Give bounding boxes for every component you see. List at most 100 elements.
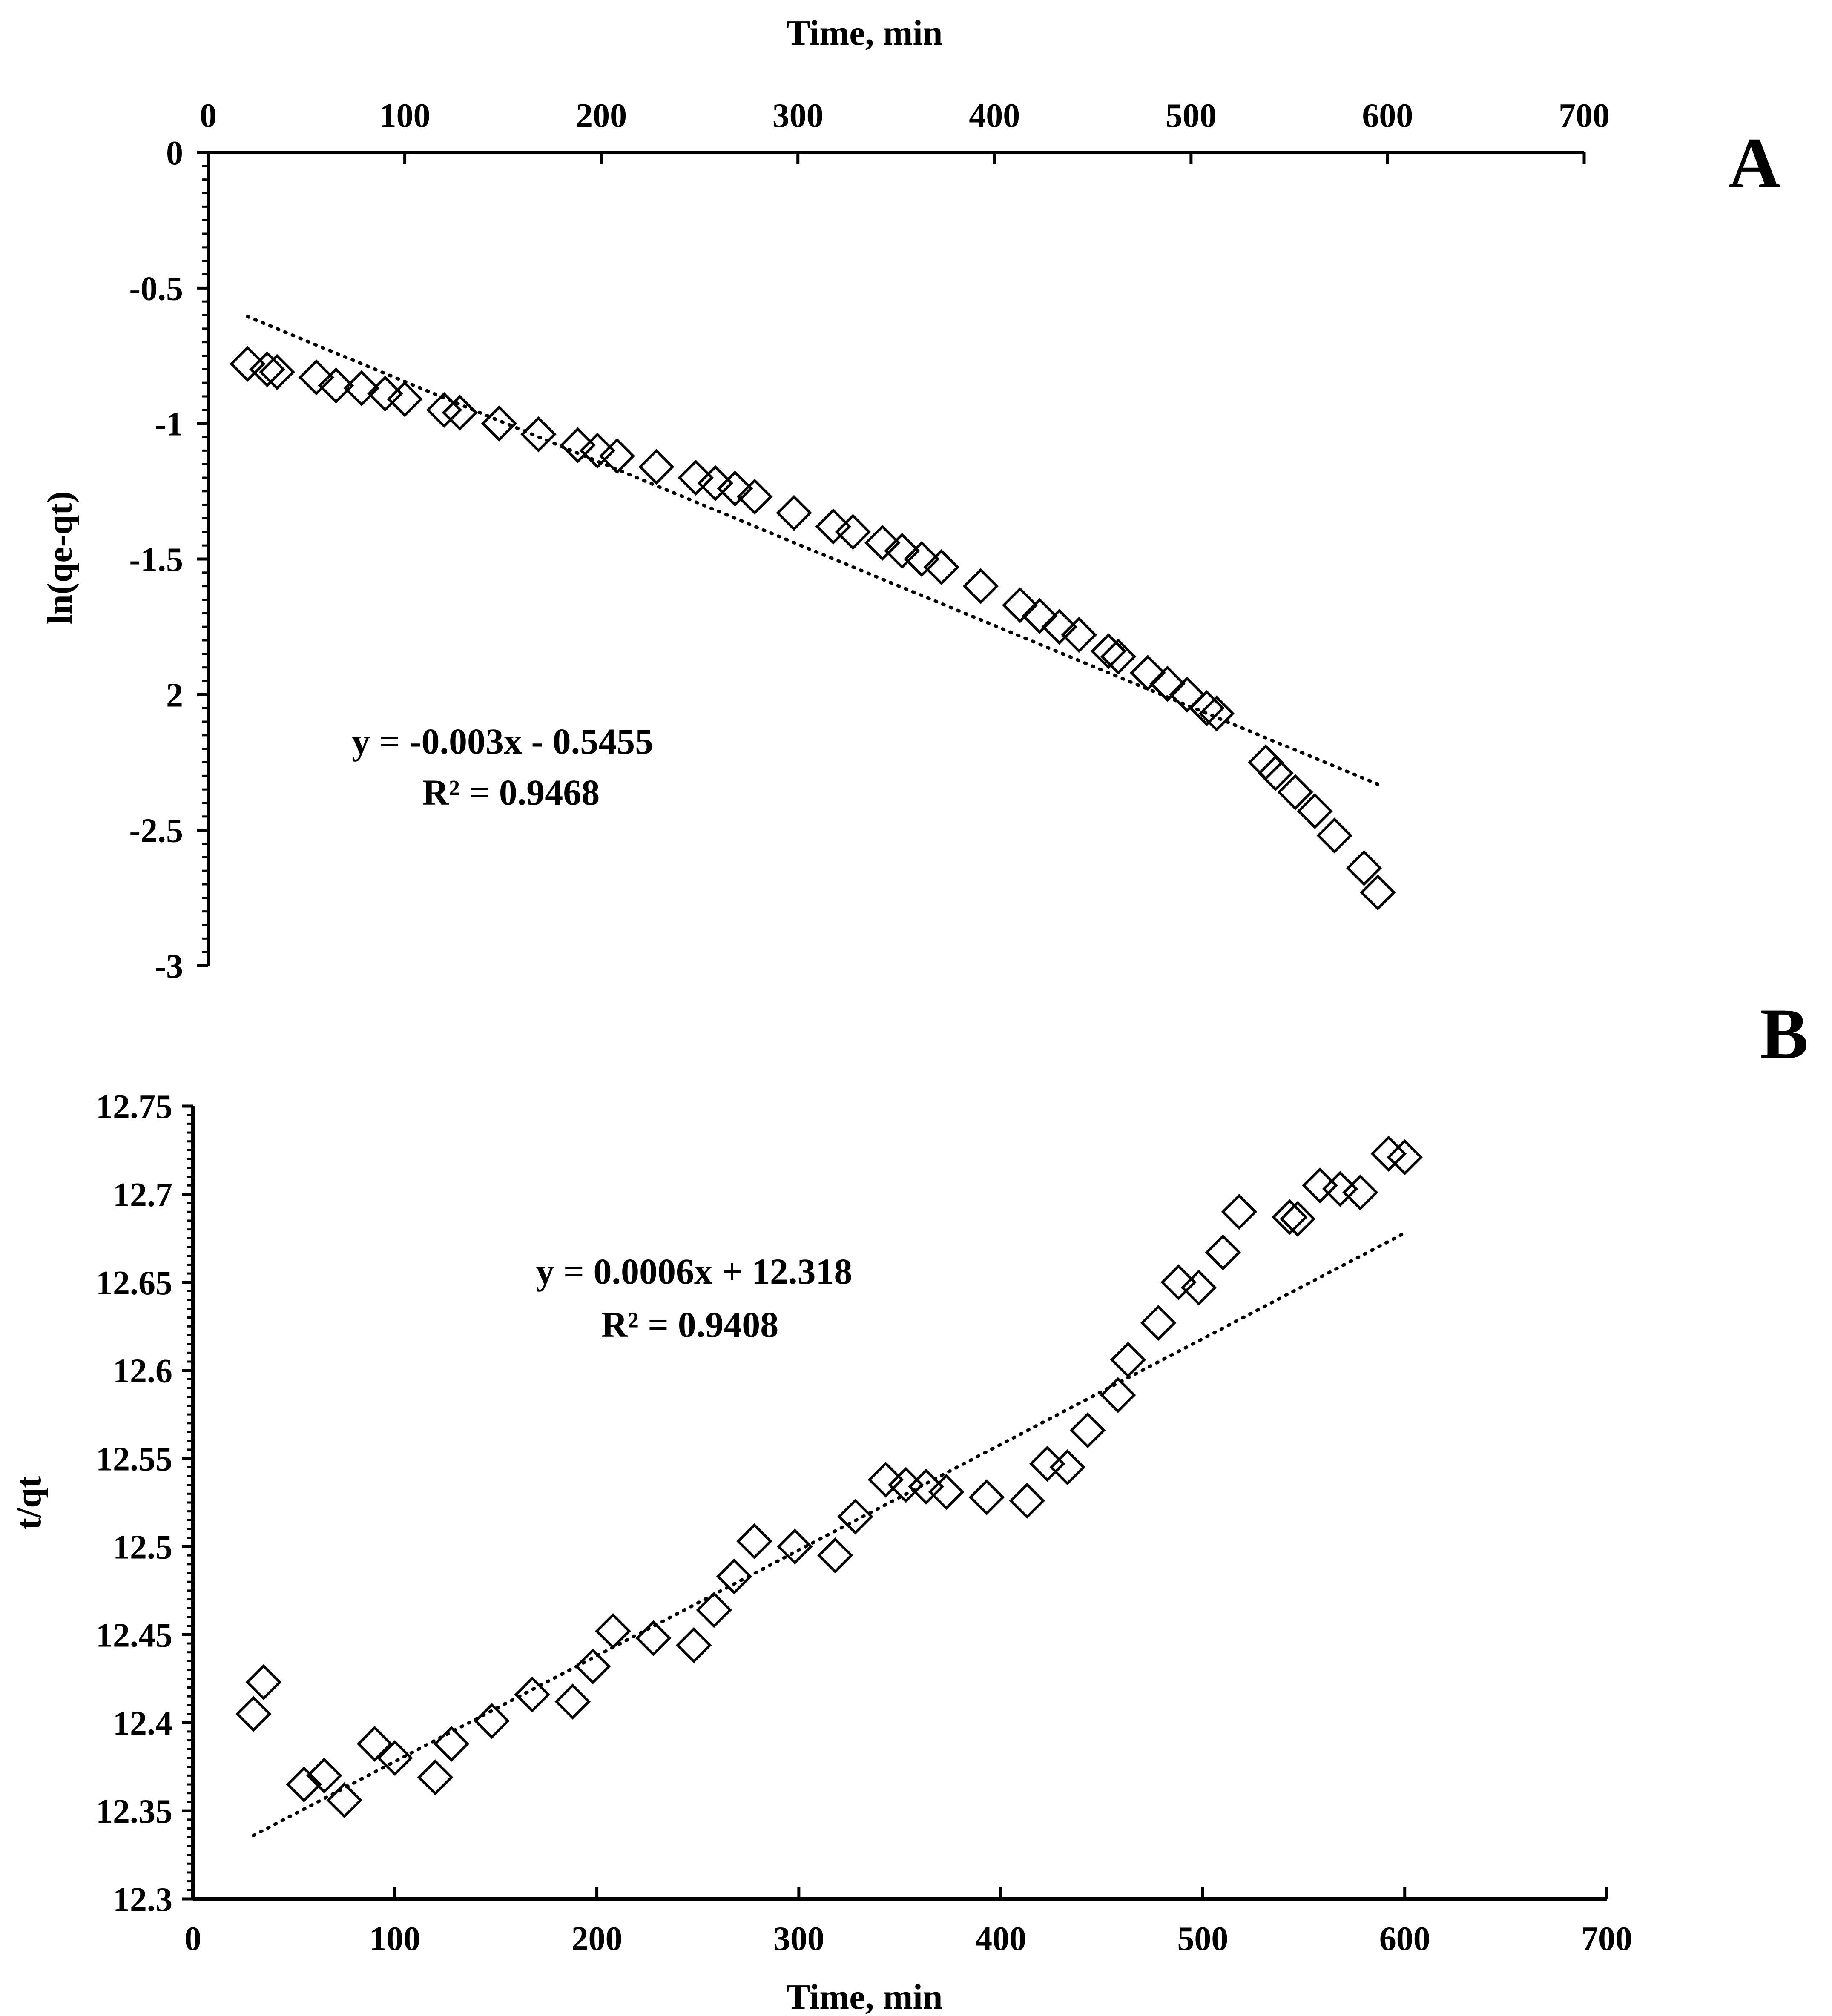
data-point-diamond [554,1683,591,1720]
x-tick-label: 300 [772,97,824,135]
data-point-diamond [520,416,557,453]
x-tick-label: 100 [369,1920,420,1958]
data-point-diamond [235,1696,272,1732]
y-tick-label: 2 [166,677,183,714]
y-tick-label: 12.75 [96,1088,172,1126]
data-point-diamond [595,1613,631,1649]
data-point-diamond [716,1558,752,1595]
y-tick-label: -1 [155,406,183,443]
data-point-diamond [908,1468,944,1505]
data-point-diamond [367,376,403,412]
y-tick-label: 12.7 [113,1176,172,1214]
panel-b-r-squared: R² = 0.9408 [601,1304,778,1345]
data-point-diamond [1140,1305,1177,1341]
data-point-diamond [1302,1167,1338,1204]
data-point-diamond [474,1703,510,1739]
data-point-diamond [864,525,901,561]
y-tick-label: 0 [166,135,183,172]
data-point-diamond [356,1726,393,1762]
x-tick-label: 600 [1379,1920,1430,1958]
data-point-diamond [1100,638,1137,675]
data-point-diamond [1160,1264,1197,1301]
x-tick-label: 700 [1581,1920,1632,1958]
data-point-diamond [1049,1449,1085,1485]
data-point-diamond [1069,1412,1106,1448]
x-tick-label: 700 [1559,97,1610,135]
data-point-diamond [560,427,596,463]
y-tick-label: -3 [155,948,183,985]
data-point-diamond [867,1461,904,1498]
y-tick-label: 12.6 [113,1353,172,1390]
x-tick-label: 200 [571,1920,623,1958]
data-point-diamond [835,514,871,550]
panel-b-data-points [235,1136,1423,1818]
data-point-diamond [1090,633,1127,669]
data-point-diamond [1322,1171,1358,1207]
x-tick-label: 100 [379,97,431,135]
y-tick-label: 12.55 [96,1441,172,1478]
panel-b-trendline [252,1231,1407,1838]
data-point-diamond [1041,608,1077,645]
data-point-diamond [1316,817,1353,854]
data-point-diamond [1061,617,1097,653]
data-point-diamond [259,354,295,390]
panel-a-y-axis-title: ln(qe-qt) [40,491,80,625]
data-point-diamond [599,438,635,474]
x-tick-label: 600 [1362,97,1413,135]
data-point-diamond [1189,690,1225,726]
data-point-diamond [776,495,812,531]
data-point-diamond [1370,1136,1407,1172]
panel-a-equation: y = -0.003x - 0.5455 [352,721,653,762]
panel-a-x-ticks: 0 100 200 300 400 500 600 700 [200,97,1610,164]
panel-b-y-ticks: 12.3 12.35 12.4 12.45 12.5 12.55 12.6 12.65 12.7… [96,1088,193,1918]
data-point-diamond [1029,1445,1065,1482]
data-point-diamond [1009,1483,1045,1519]
panel-a-trendline [246,315,1384,788]
panel-b-y-axis-title: t/qt [9,1476,49,1530]
data-point-diamond [318,367,354,404]
data-point-diamond [1169,677,1205,713]
data-point-diamond [1221,1194,1258,1230]
data-point-diamond [1205,1234,1241,1270]
data-point-diamond [1180,1269,1217,1306]
data-point-diamond [306,1758,342,1794]
y-tick-label: 12.5 [113,1528,172,1566]
data-point-diamond [962,568,999,604]
panel-a-r-squared: R² = 0.9468 [422,772,600,813]
data-point-diamond [837,1498,873,1535]
data-point-diamond [815,508,852,545]
data-point-diamond [377,1740,413,1776]
data-point-diamond [417,1759,454,1795]
panel-a-x-axis-title: Time, min [786,13,942,53]
x-tick-label: 500 [1177,1920,1228,1958]
data-point-diamond [1002,587,1038,623]
data-point-diamond [1272,1199,1308,1235]
data-point-diamond [481,405,517,442]
data-point-diamond [1110,1342,1146,1378]
data-point-diamond [1280,1201,1316,1237]
data-point-diamond [635,1620,672,1656]
panel-b-equation: y = 0.0006x + 12.318 [536,1251,852,1292]
data-point-diamond [717,470,753,507]
data-point-diamond [286,1766,322,1803]
data-point-diamond [884,533,920,569]
y-tick-label: 12.45 [96,1617,172,1654]
data-point-diamond [817,1537,853,1574]
data-point-diamond [968,1479,1005,1515]
data-point-diamond [1342,1174,1378,1210]
data-point-diamond [777,1528,813,1565]
y-tick-label: 12.4 [113,1705,172,1742]
data-point-diamond [1248,744,1284,780]
x-tick-label: 400 [969,97,1020,135]
data-point-diamond [387,381,423,417]
data-point-diamond [736,1523,772,1560]
panel-b-label: B [1760,994,1808,1074]
data-point-diamond [326,1782,362,1818]
data-point-diamond [1022,598,1058,634]
data-point-diamond [904,541,940,577]
data-point-diamond [1387,1139,1423,1176]
data-point-diamond [923,549,959,585]
data-point-diamond [736,479,773,515]
data-point-diamond [1297,793,1333,829]
